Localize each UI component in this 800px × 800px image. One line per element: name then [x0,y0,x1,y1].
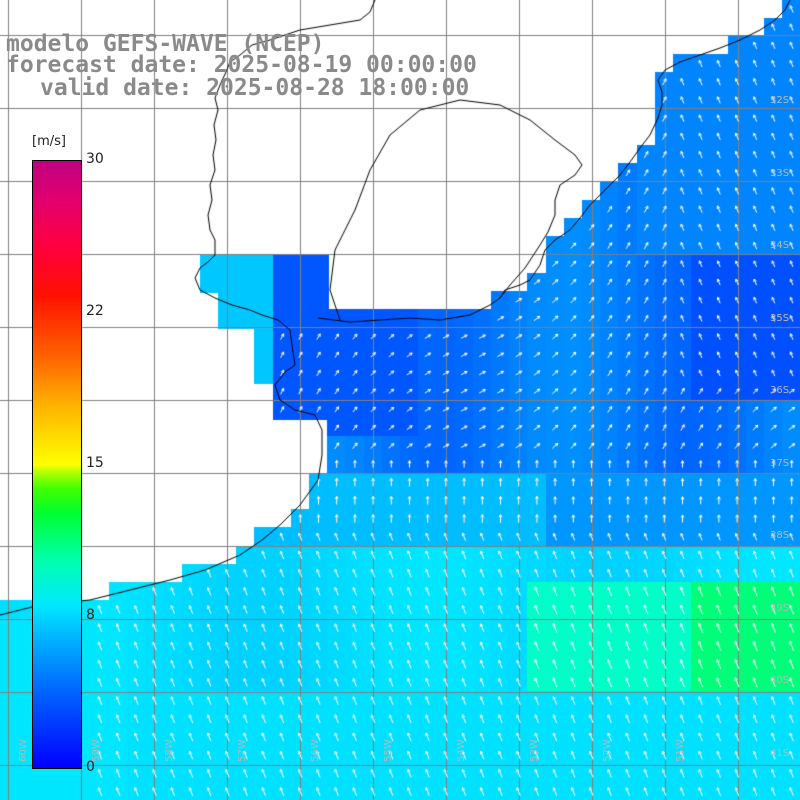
colorbar-tick: 8 [86,607,95,623]
latitude-label: 40S [770,675,790,686]
longitude-label: 54W [455,739,467,762]
colorbar-tick: 30 [86,151,104,167]
latitude-label: 37S [770,457,790,469]
latitude-label: 34S [770,240,790,251]
latitude-label: 39S [770,602,790,614]
colorbar-tick: 15 [86,455,104,471]
longitude-label: 58W [163,739,175,762]
forecast-date: forecast date: 2025-08-19 00:00:00 [6,52,477,78]
latitude-label: 41S [770,747,790,759]
latitude-label: 38S [770,530,790,541]
latitude-label: 32S [770,95,790,106]
latitude-label: 33S [770,167,790,179]
latitude-label: 35S [770,312,790,324]
longitude-label: 52W [601,739,613,762]
colorbar [32,160,82,769]
model-title: modelo GEFS-WAVE (NCEP) [6,31,325,57]
longitude-label: 51W [674,739,686,762]
longitude-label: 60W [17,739,29,762]
longitude-label: 57W [236,739,248,762]
longitude-label: 53W [528,739,540,762]
colorbar-tick: 22 [86,303,104,319]
latitude-label: 36S [770,385,790,396]
colorbar-unit: [m/s] [32,134,66,149]
longitude-label: 56W [309,739,321,762]
longitude-label: 55W [382,739,394,762]
valid-date: valid date: 2025-08-28 18:00:00 [40,75,470,101]
colorbar-tick: 0 [86,759,95,775]
